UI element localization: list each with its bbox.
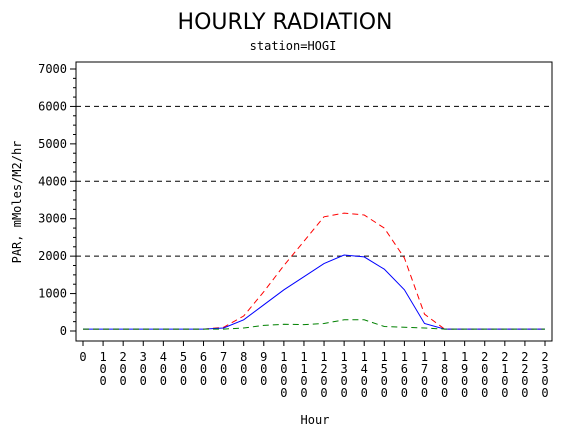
chart-title: HOURLY RADIATION bbox=[178, 10, 393, 35]
y-tick-label: 7000 bbox=[38, 62, 67, 76]
chart-subtitle: station=HOGI bbox=[250, 39, 337, 53]
reference-lines bbox=[76, 105, 552, 257]
series-line-2 bbox=[83, 254, 545, 330]
y-axis-label: PAR, mMoles/M2/hr bbox=[10, 141, 24, 264]
y-tick-label: 6000 bbox=[38, 99, 67, 113]
plot-frame bbox=[75, 61, 553, 342]
y-tick-label: 5000 bbox=[38, 137, 67, 151]
y-tick-label: 1000 bbox=[38, 287, 67, 301]
x-axis-label: Hour bbox=[301, 413, 330, 427]
series-lines bbox=[83, 212, 545, 330]
x-axis: 0 1 0 0 2 0 0 3 0 0 4 0 0 5 0 0 6 0 0 7 0 0 8 0 0 9 0 0 1 0 0 0 1 1 0 0 1 2 0 0… bbox=[79, 341, 549, 400]
series-line-1 bbox=[83, 212, 545, 330]
y-tick-label: 2000 bbox=[38, 249, 67, 263]
y-tick-label: 3000 bbox=[38, 212, 67, 226]
y-tick-label: 0 bbox=[60, 324, 67, 338]
y-axis: 0 1000 2000 3000 4000 5000 6000 7000 bbox=[38, 62, 76, 338]
y-tick-label: 4000 bbox=[38, 174, 67, 188]
series-line-3 bbox=[83, 319, 545, 330]
x-tick-label: 0 bbox=[79, 350, 86, 364]
